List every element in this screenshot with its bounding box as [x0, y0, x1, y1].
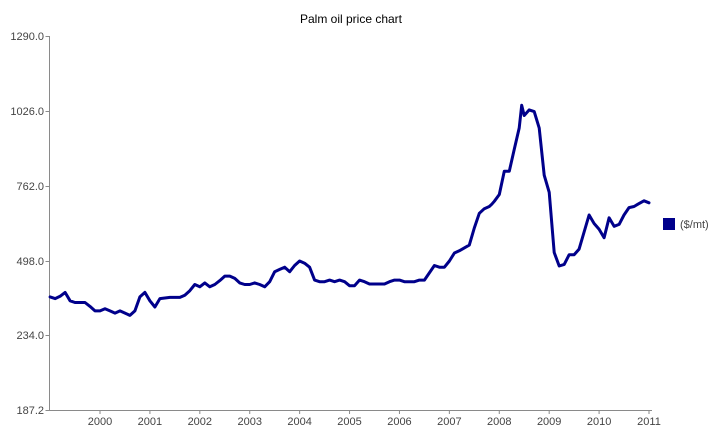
y-tick-label: 762.0	[16, 181, 44, 193]
y-tick-label: 187.2	[16, 405, 44, 417]
y-axis-ticks: 187.2 234.0 498.0 762.0 1026.0 1290.0	[10, 31, 50, 417]
x-axis-ticks: 2000 2001 2002 2003 2004 2005 2006 2007 2008 2009…	[88, 410, 661, 428]
x-tick-label: 2002	[188, 416, 212, 428]
y-tick-label: 1290.0	[10, 31, 44, 43]
chart-title: Palm oil price chart	[300, 12, 403, 26]
x-tick-label: 2008	[487, 416, 511, 428]
y-tick-label: 1026.0	[10, 106, 44, 118]
y-tick-label: 234.0	[16, 330, 44, 342]
y-tick-label: 498.0	[16, 256, 44, 268]
legend-label: ($/mt)	[680, 219, 709, 231]
x-tick-label: 2006	[387, 416, 411, 428]
x-tick-label: 2011	[637, 416, 661, 428]
x-tick-label: 2010	[587, 416, 611, 428]
x-tick-label: 2007	[437, 416, 461, 428]
x-tick-label: 2003	[237, 416, 261, 428]
series-line-palm-oil-price	[48, 103, 651, 317]
x-tick-label: 2004	[287, 416, 311, 428]
x-tick-label: 2001	[138, 416, 162, 428]
legend: ($/mt)	[663, 218, 709, 231]
x-tick-label: 2000	[88, 416, 112, 428]
x-tick-label: 2009	[537, 416, 561, 428]
x-tick-label: 2005	[337, 416, 361, 428]
legend-swatch	[663, 218, 675, 230]
